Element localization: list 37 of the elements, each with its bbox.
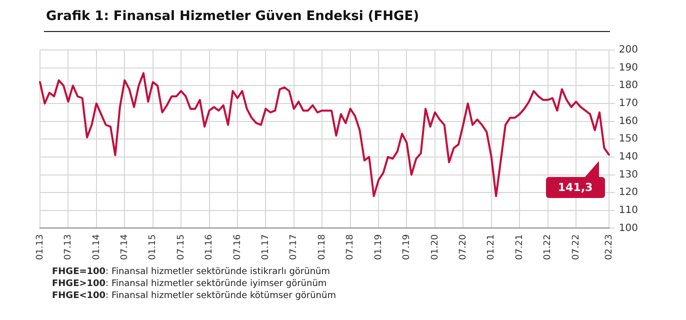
x-tick-label: 07.19 <box>402 234 412 260</box>
y-tick-label: 100 <box>618 222 638 234</box>
x-tick-label: 01.21 <box>486 234 497 260</box>
y-tick-label: 110 <box>618 205 638 216</box>
y-tick-label: 180 <box>618 80 638 92</box>
x-tick-label: 07.14 <box>120 234 130 260</box>
x-tick-label: 02.23 <box>604 234 614 260</box>
x-tick-label: 01.17 <box>261 234 272 260</box>
x-tick-label: 01.14 <box>92 234 102 260</box>
text: FHGE<100: Finansal hizmetler sektöründe kötümser görünüm <box>52 290 336 302</box>
x-tick-label: 07.20 <box>458 234 468 260</box>
x-tick-label: 01.16 <box>204 234 215 260</box>
x-tick-label: 07.16 <box>232 234 243 260</box>
x-tick-label: 01.20 <box>430 234 440 260</box>
y-tick-label: 200 <box>618 44 638 56</box>
data-label: 141,3 <box>546 176 605 198</box>
x-tick-label: 01.13 <box>35 234 46 260</box>
y-tick-label: 150 <box>618 134 638 145</box>
text: FHGE=100: Finansal hizmetler sektöründe istikrarlı görünüm <box>52 266 332 278</box>
x-tick-label: 07.17 <box>289 234 300 260</box>
x-tick-label: 07.21 <box>514 234 525 260</box>
y-tick-label: 190 <box>618 62 638 74</box>
chart-title: Grafik 1: Finansal Hizmetler Güven Endeksi (FHGE) <box>46 9 420 24</box>
y-tick-label: 120 <box>618 187 638 198</box>
x-tick-label: 01.18 <box>317 234 328 260</box>
x-tick-label: 01.22 <box>543 234 554 260</box>
x-tick-label: 01.19 <box>374 234 384 260</box>
text: FHGE>100: Finansal hizmetler sektöründe iyimser görünüm <box>52 278 328 290</box>
y-tick-label: 130 <box>618 169 638 180</box>
y-tick-label: 140 <box>618 152 638 163</box>
x-tick-label: 07.13 <box>64 234 74 260</box>
y-tick-label: 170 <box>618 98 638 110</box>
x-tick-label: 07.15 <box>176 234 186 260</box>
y-tick-label: 160 <box>618 116 638 127</box>
x-tick-label: 07.22 <box>571 234 582 260</box>
x-tick-label: 07.18 <box>346 234 356 260</box>
x-tick-label: 01.15 <box>148 234 158 260</box>
